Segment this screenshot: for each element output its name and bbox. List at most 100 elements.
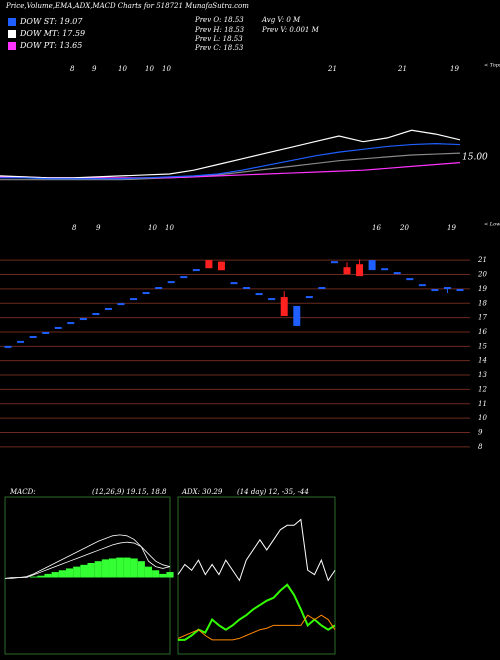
candle-body (318, 287, 326, 290)
adx-line (178, 583, 336, 641)
candle-body (92, 313, 100, 316)
y-tick-label: 15.00 (462, 153, 488, 163)
macd-line (4, 534, 171, 579)
candle-body (4, 345, 12, 348)
top-label: 16 (372, 224, 381, 232)
candle-body (180, 276, 188, 279)
histogram-bar (94, 561, 102, 578)
top-label: 8 (72, 224, 77, 232)
histogram-bar (58, 570, 66, 578)
candle-body (406, 278, 414, 281)
top-label: 10 (148, 224, 157, 232)
panel-title: MACD: (9, 488, 36, 496)
histogram-bar (37, 575, 45, 578)
y-tick-label: 9 (478, 428, 483, 436)
candle-body (155, 287, 163, 290)
top-label: 10 (162, 65, 171, 73)
info-text: Prev V: 0.001 M (261, 26, 320, 34)
panel-subtitle: (12,26,9) 19.15, 18.8 (92, 488, 167, 496)
candle-body (142, 292, 150, 295)
candle-body (293, 305, 301, 326)
y-tick-label: 17 (478, 314, 487, 322)
candle-body (305, 296, 313, 299)
top-label: 10 (165, 224, 174, 232)
info-text: Prev O: 18.53 (194, 16, 244, 24)
top-label: 21 (397, 65, 407, 73)
histogram-bar (152, 570, 160, 578)
top-label: 8 (70, 65, 75, 73)
histogram-bar (109, 558, 117, 578)
candle-body (268, 298, 276, 301)
top-note: < Lows (484, 222, 500, 228)
y-tick-label: 21 (477, 256, 487, 264)
candle-body (368, 260, 376, 271)
macd-line (5, 541, 171, 579)
histogram-bar (144, 566, 153, 578)
page-title: Price,Volume,EMA,ADX,MACD Charts for 518… (5, 2, 249, 10)
top-label: 9 (92, 65, 97, 73)
candle-body (393, 272, 401, 275)
y-tick-label: 16 (478, 328, 487, 336)
histogram-bar (51, 572, 59, 578)
adx-frame (177, 496, 336, 655)
candle-body (418, 284, 426, 287)
candle-body (381, 268, 389, 271)
histogram-bar (30, 576, 38, 578)
candle-body (104, 307, 112, 310)
legend-swatch (8, 42, 16, 50)
info-text: Prev C: 18.53 (194, 44, 244, 52)
top-label: 10 (118, 65, 127, 73)
candle-body (192, 269, 200, 272)
y-tick-label: 10 (478, 414, 487, 422)
candle-body (117, 303, 125, 306)
candle-body (54, 326, 62, 329)
candle-body (167, 281, 175, 284)
candle-body (443, 287, 451, 290)
top-label: 21 (327, 65, 337, 73)
candle-body (255, 293, 263, 296)
histogram-bar (87, 563, 95, 578)
ema-line (0, 162, 461, 179)
candle-body (356, 264, 364, 277)
candle-body (42, 331, 50, 334)
histogram-bar (116, 557, 124, 578)
panel-title: ADX: 30.29 (181, 488, 223, 496)
y-tick-label: 14 (478, 357, 487, 365)
candle-body (343, 267, 351, 275)
legend-label: DOW PT: 13.65 (19, 41, 82, 50)
y-tick-label: 15 (478, 342, 487, 350)
legend-swatch (8, 30, 16, 38)
info-text: Prev L: 18.53 (194, 35, 243, 43)
candle-body (205, 260, 213, 269)
candle-body (130, 298, 138, 301)
candle-body (29, 335, 37, 338)
ema-line (0, 152, 461, 181)
histogram-bar (44, 573, 52, 578)
candle-body (330, 261, 338, 264)
adx-line (177, 614, 336, 641)
histogram-bar (166, 572, 174, 578)
adx-line (177, 518, 336, 582)
top-label: 20 (399, 224, 409, 232)
histogram-bar (101, 559, 110, 578)
info-text: Prev H: 18.53 (194, 26, 245, 34)
candle-body (67, 322, 75, 325)
histogram-bar (159, 573, 167, 578)
y-tick-label: 8 (478, 443, 483, 451)
top-note: < Tops (484, 63, 500, 69)
ema-line (0, 129, 461, 179)
y-tick-label: 18 (478, 299, 487, 307)
ema-line (0, 142, 461, 180)
y-tick-label: 11 (478, 400, 487, 408)
candle-body (17, 340, 25, 343)
legend-label: DOW MT: 17.59 (19, 29, 85, 38)
candle-body (79, 318, 87, 321)
top-label: 19 (447, 224, 456, 232)
candle-body (456, 289, 464, 292)
histogram-bar (73, 566, 81, 578)
y-tick-label: 19 (478, 285, 487, 293)
y-tick-label: 20 (477, 271, 487, 279)
candle-body (217, 261, 225, 271)
